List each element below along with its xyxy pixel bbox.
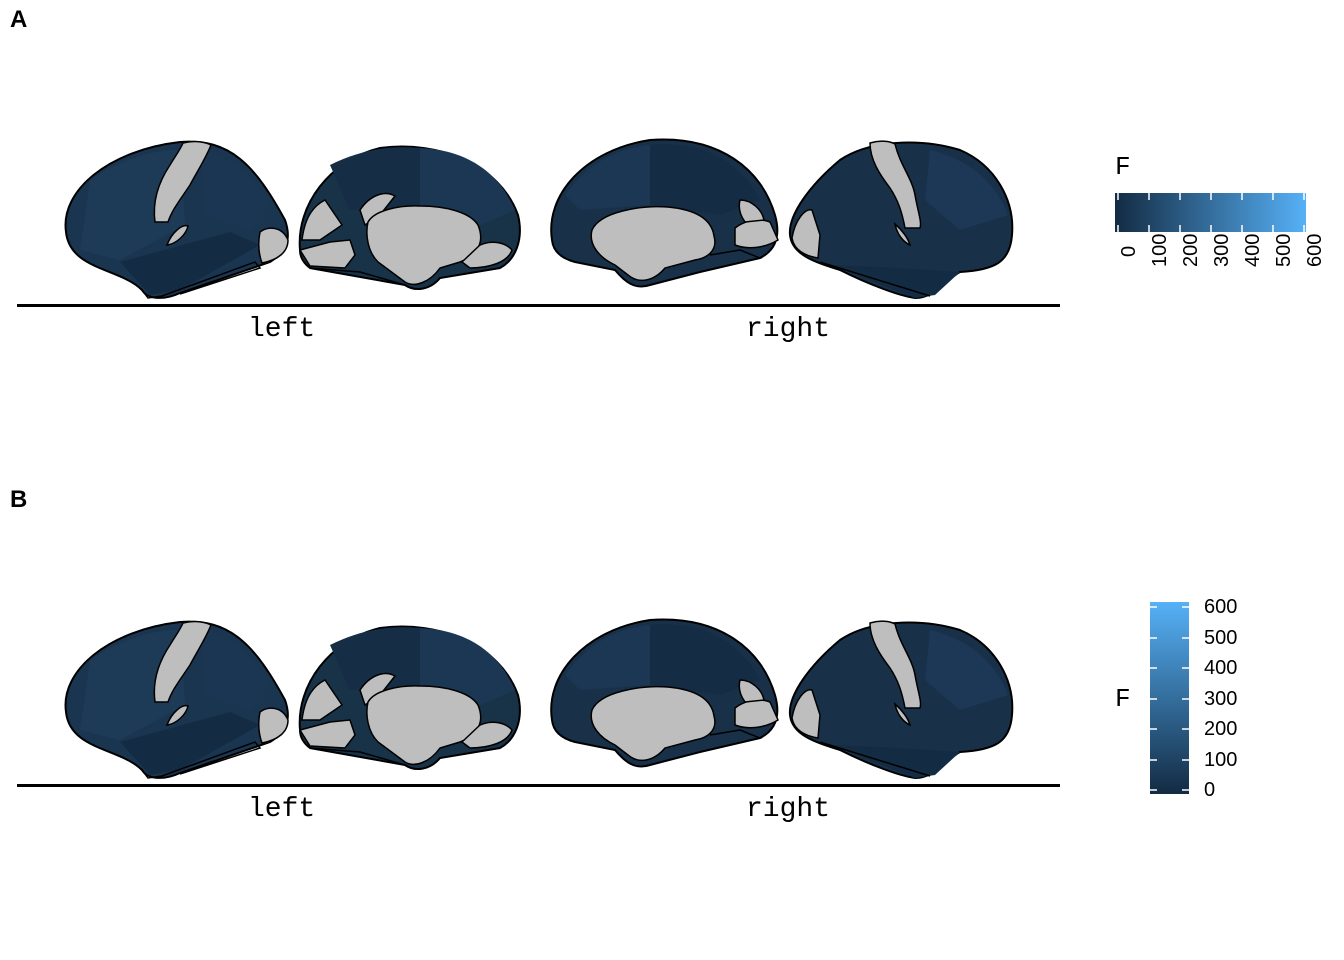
panel-b: B left right F 0 100 200 300 400 500 600 [0,480,1344,960]
x-axis-line [17,784,1060,787]
brain-atlas-plot [0,480,1344,960]
colorbar-tick-300: 300 [1204,688,1237,711]
colorbar-tick-200: 200 [1204,718,1237,741]
hemisphere-label-right: right [746,314,830,345]
left-lateral-brain [66,622,288,778]
right-lateral-brain [790,141,1012,298]
right-medial-brain [551,620,778,767]
colorbar-tick-600: 600 [1204,596,1237,619]
colorbar-tick-300: 300 [1211,234,1234,267]
legend-title: F [1115,684,1131,714]
colorbar-tick-100: 100 [1149,234,1172,267]
hemisphere-label-right: right [746,794,830,825]
colorbar-tick-400: 400 [1204,657,1237,680]
left-lateral-brain [66,142,288,298]
colorbar-tick-100: 100 [1204,749,1237,772]
colorbar-tick-200: 200 [1180,234,1203,267]
right-lateral-brain [790,621,1012,778]
brain-atlas-plot [0,0,1344,480]
colorbar-tick-0: 0 [1118,246,1141,257]
x-axis-line [17,304,1060,307]
colorbar-tick-600: 600 [1304,234,1327,267]
colorbar-horizontal [1115,193,1306,232]
colorbar-vertical [1150,602,1189,794]
colorbar-tick-400: 400 [1242,234,1265,267]
colorbar-tick-0: 0 [1204,779,1215,802]
left-medial-brain [300,627,520,769]
colorbar-tick-500: 500 [1204,627,1237,650]
left-medial-brain [300,147,520,289]
hemisphere-label-left: left [248,794,315,825]
legend-title: F [1115,152,1131,182]
hemisphere-label-left: left [248,314,315,345]
right-medial-brain [551,140,778,287]
panel-a: A left right F 0 100 200 300 400 500 600 [0,0,1344,480]
colorbar-tick-500: 500 [1273,234,1296,267]
